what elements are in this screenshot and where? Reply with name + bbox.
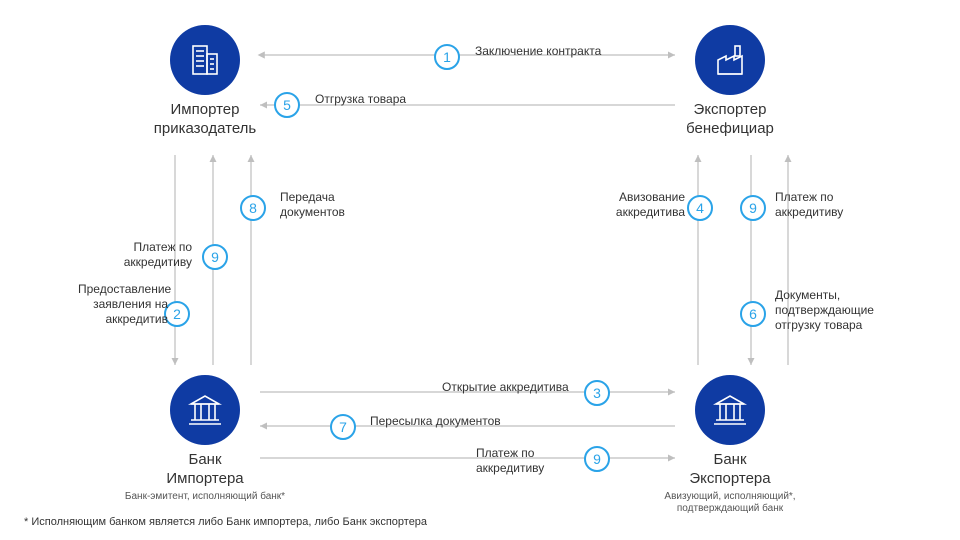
node-label: БанкИмпортера (115, 451, 295, 489)
step-badge-7: 7 (330, 414, 356, 440)
step-label-s1: Заключение контракта (475, 44, 601, 59)
node-importer-bank: БанкИмпортера Банк-эмитент, исполняющий … (115, 375, 295, 503)
step-label-s6: Документы,подтверждающиеотгрузку товара (775, 288, 874, 333)
building-icon (170, 25, 240, 95)
step-badge-5: 5 (274, 92, 300, 118)
step-badge-8: 8 (240, 195, 266, 221)
step-label-s4: Авизованиеаккредитива (605, 190, 685, 220)
step-badge-9: 9 (740, 195, 766, 221)
step-label-s8: Передачадокументов (280, 190, 345, 220)
node-label: БанкЭкспортера (640, 451, 820, 489)
step-label-s7: Пересылка документов (370, 414, 501, 429)
node-importer: Импортерприказодатель (135, 25, 275, 139)
step-badge-4: 4 (687, 195, 713, 221)
step-label-s3: Открытие аккредитива (442, 380, 569, 395)
node-sublabel: Авизующий, исполняющий*,подтверждающий б… (640, 491, 820, 515)
node-label: Экспортербенефициар (660, 101, 800, 139)
step-badge-1: 1 (434, 44, 460, 70)
step-badge-9: 9 (202, 244, 228, 270)
step-label-s9c: Платеж поаккредитиву (775, 190, 843, 220)
bank-icon (170, 375, 240, 445)
node-label: Импортерприказодатель (135, 101, 275, 139)
factory-icon (695, 25, 765, 95)
step-label-s2: Предоставлениезаявления нааккредитив (78, 282, 168, 327)
node-exporter-bank: БанкЭкспортера Авизующий, исполняющий*,п… (640, 375, 820, 515)
step-label-s9a: Платеж поаккредитиву (476, 446, 544, 476)
footnote: * Исполняющим банком является либо Банк … (24, 516, 427, 528)
step-badge-9: 9 (584, 446, 610, 472)
step-label-s5: Отгрузка товара (315, 92, 406, 107)
step-badge-3: 3 (584, 380, 610, 406)
bank-icon (695, 375, 765, 445)
node-exporter: Экспортербенефициар (660, 25, 800, 139)
node-sublabel: Банк-эмитент, исполняющий банк* (115, 491, 295, 503)
step-label-s9b: Платеж поаккредитиву (102, 240, 192, 270)
step-badge-6: 6 (740, 301, 766, 327)
